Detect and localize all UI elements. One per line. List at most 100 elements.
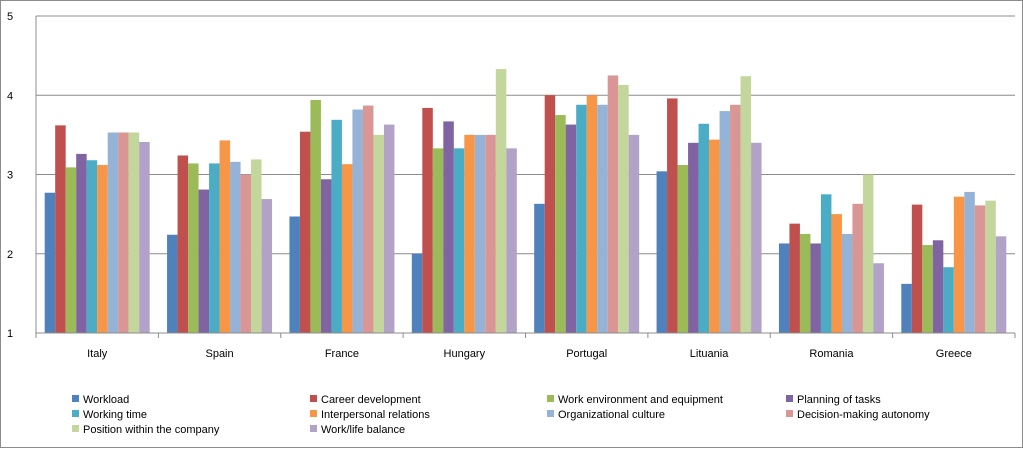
x-tick-label: Portugal	[566, 348, 607, 360]
bar-lituania-0	[656, 171, 668, 333]
bar-hungary-2	[432, 148, 444, 333]
bar-spain-1	[177, 155, 189, 333]
bar-france-7	[362, 105, 374, 334]
bar-france-3	[320, 179, 332, 333]
bar-lituania-3	[688, 142, 699, 333]
bar-france-1	[299, 131, 311, 333]
legend-item: Workload	[72, 394, 129, 406]
bar-greece-0	[901, 283, 912, 333]
legend-item: Organizational culture	[547, 409, 665, 421]
bar-portugal-4	[576, 104, 587, 333]
bar-greece-9	[995, 236, 1007, 333]
bar-france-9	[383, 124, 395, 333]
bar-france-0	[289, 216, 300, 333]
bar-greece-6	[964, 191, 975, 333]
bar-greece-1	[911, 204, 923, 333]
bar-portugal-7	[607, 75, 619, 333]
bar-lituania-2	[677, 164, 689, 333]
bar-spain-9	[261, 199, 273, 333]
legend-label: Career development	[321, 394, 421, 406]
bar-spain-2	[188, 163, 199, 333]
bar-spain-0	[167, 234, 178, 333]
legend-label: Working time	[83, 409, 147, 421]
bar-italy-9	[139, 142, 150, 333]
legend-swatch	[310, 395, 317, 402]
bar-greece-5	[953, 196, 965, 333]
x-tick-label: Romania	[809, 348, 854, 360]
y-tick-label: 2	[7, 249, 13, 261]
legend-item: Planning of tasks	[786, 394, 881, 406]
bar-romania-6	[841, 233, 853, 333]
legend-swatch	[547, 410, 554, 417]
legend-swatch	[786, 395, 793, 402]
bar-france-2	[310, 100, 321, 333]
axis-layer: 1 2 3 4 5 Italy Spain France Hungary Portugal Litu…	[7, 11, 1016, 360]
x-tick-label: Hungary	[444, 348, 486, 360]
bar-spain-4	[209, 163, 220, 333]
bar-greece-3	[932, 240, 944, 333]
legend-item: Interpersonal relations	[310, 409, 430, 421]
legend-label: Workload	[83, 394, 129, 406]
bar-italy-1	[55, 125, 66, 334]
bar-hungary-9	[506, 148, 517, 333]
y-tick-label: 1	[7, 328, 13, 340]
x-tick-label: Spain	[205, 348, 233, 360]
legend-label: Planning of tasks	[797, 394, 881, 406]
bar-romania-0	[778, 243, 790, 333]
legend-label: Interpersonal relations	[321, 409, 430, 421]
bar-france-5	[341, 164, 353, 333]
legend-swatch	[310, 425, 317, 432]
bar-romania-3	[810, 243, 821, 333]
bar-france-8	[373, 134, 384, 333]
bar-romania-7	[852, 203, 863, 333]
legend-swatch	[310, 410, 317, 417]
x-tick-label: France	[325, 348, 359, 360]
bar-italy-7	[118, 132, 129, 333]
bar-portugal-6	[597, 104, 608, 333]
legend-label: Position within the company	[83, 424, 220, 436]
bar-hungary-0	[411, 253, 423, 333]
bar-italy-6	[107, 132, 119, 333]
bar-romania-5	[831, 214, 842, 333]
bar-greece-2	[922, 245, 933, 333]
bar-portugal-2	[555, 115, 566, 333]
bar-hungary-4	[453, 148, 465, 333]
bar-lituania-5	[709, 139, 720, 333]
legend-swatch	[547, 395, 554, 402]
y-tick-label: 3	[7, 170, 13, 182]
bar-hungary-1	[422, 107, 433, 334]
bar-italy-0	[44, 192, 56, 333]
bar-portugal-0	[534, 203, 545, 333]
bar-greece-7	[974, 205, 986, 333]
bar-portugal-3	[565, 124, 577, 333]
x-tick-label: Greece	[936, 348, 972, 360]
x-tick-label: Lituania	[690, 348, 729, 360]
legend-item: Career development	[310, 394, 421, 406]
x-tick-label: Italy	[87, 348, 108, 360]
legend-swatch	[72, 425, 79, 432]
bar-lituania-1	[667, 98, 678, 333]
legend-item: Work/life balance	[310, 424, 405, 436]
bar-lituania-4	[698, 123, 710, 333]
bar-france-6	[352, 109, 363, 333]
y-tick-label: 4	[7, 90, 13, 102]
legend-label: Work/life balance	[321, 424, 405, 436]
bar-spain-3	[198, 189, 210, 333]
bar-romania-9	[873, 263, 884, 333]
legend-label: Work environment and equipment	[558, 394, 723, 406]
bar-hungary-8	[495, 69, 507, 333]
bar-hungary-7	[485, 134, 496, 333]
bar-lituania-7	[730, 104, 741, 333]
bar-italy-5	[97, 164, 108, 333]
bar-hungary-3	[443, 121, 454, 333]
bar-hungary-5	[464, 134, 475, 333]
legend-item: Position within the company	[72, 424, 220, 436]
bar-italy-8	[128, 132, 140, 333]
legend-swatch	[786, 410, 793, 417]
y-tick-label: 5	[7, 11, 13, 23]
legend-swatch	[72, 410, 79, 417]
bar-portugal-8	[618, 84, 629, 333]
bar-romania-4	[820, 194, 832, 333]
